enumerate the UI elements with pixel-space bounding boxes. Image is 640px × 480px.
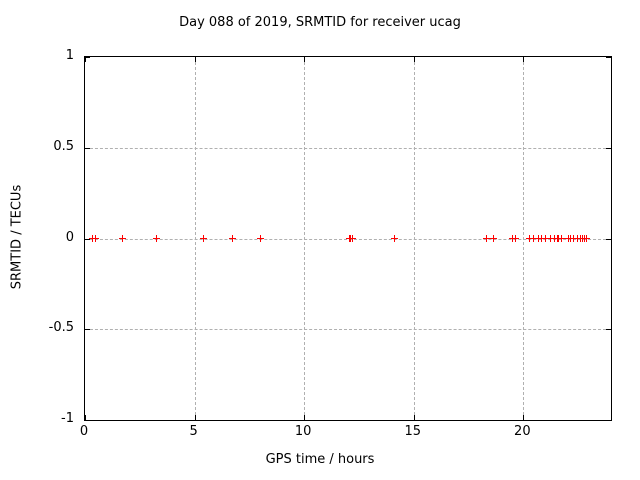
plot-area: [84, 56, 612, 421]
y-tick-label: -1: [61, 411, 74, 426]
data-point-marker: [538, 235, 546, 242]
x-tick-mark: [85, 57, 86, 62]
y-tick-mark: [606, 420, 611, 421]
data-point-marker: [482, 235, 490, 242]
x-tick-mark: [413, 415, 415, 420]
y-tick-mark: [85, 329, 90, 331]
data-point-marker: [199, 235, 207, 242]
y-tick-mark: [606, 147, 611, 149]
data-point-marker: [558, 235, 566, 242]
x-axis-label: GPS time / hours: [265, 452, 375, 467]
data-point-marker: [152, 235, 160, 242]
x-tick-mark: [413, 57, 415, 62]
y-gridline: [85, 329, 611, 331]
x-tick-label: 15: [404, 424, 422, 439]
data-point-marker: [256, 235, 264, 242]
data-point-marker: [583, 235, 591, 242]
y-tick-mark: [85, 420, 90, 421]
data-point-marker: [546, 235, 554, 242]
data-point-marker: [542, 235, 550, 242]
x-tick-mark: [194, 57, 196, 62]
x-tick-mark: [304, 57, 306, 62]
data-point-marker: [92, 235, 100, 242]
data-point-marker: [534, 235, 542, 242]
y-tick-mark: [85, 147, 90, 149]
y-tick-mark: [85, 57, 90, 58]
data-point-marker: [229, 235, 237, 242]
x-tick-mark: [194, 415, 196, 420]
y-gridline: [85, 147, 611, 149]
x-tick-label: 0: [79, 424, 89, 439]
data-point-marker: [348, 235, 356, 242]
x-tick-mark: [304, 415, 306, 420]
y-gridline: [85, 238, 611, 240]
x-tick-mark: [523, 415, 525, 420]
x-tick-mark: [85, 415, 86, 420]
data-point-marker: [530, 235, 538, 242]
data-point-marker: [512, 235, 520, 242]
y-tick-mark: [85, 238, 90, 240]
data-point-marker: [526, 235, 534, 242]
chart-title: Day 088 of 2019, SRMTID for receiver uca…: [179, 15, 461, 30]
x-tick-label: 5: [189, 424, 198, 439]
y-tick-label: 0: [65, 229, 74, 245]
data-point-marker: [118, 235, 126, 242]
y-tick-mark: [606, 238, 611, 240]
y-tick-mark: [606, 57, 611, 58]
data-point-marker: [390, 235, 398, 242]
x-tick-label: 20: [514, 424, 531, 439]
x-tick-mark: [523, 57, 525, 62]
data-point-marker: [490, 235, 498, 242]
x-tick-label: 10: [294, 424, 312, 439]
y-tick-label: 1: [65, 48, 74, 63]
y-tick-label: -0.5: [48, 320, 74, 336]
y-tick-label: 0.5: [53, 138, 74, 154]
y-tick-mark: [606, 329, 611, 331]
